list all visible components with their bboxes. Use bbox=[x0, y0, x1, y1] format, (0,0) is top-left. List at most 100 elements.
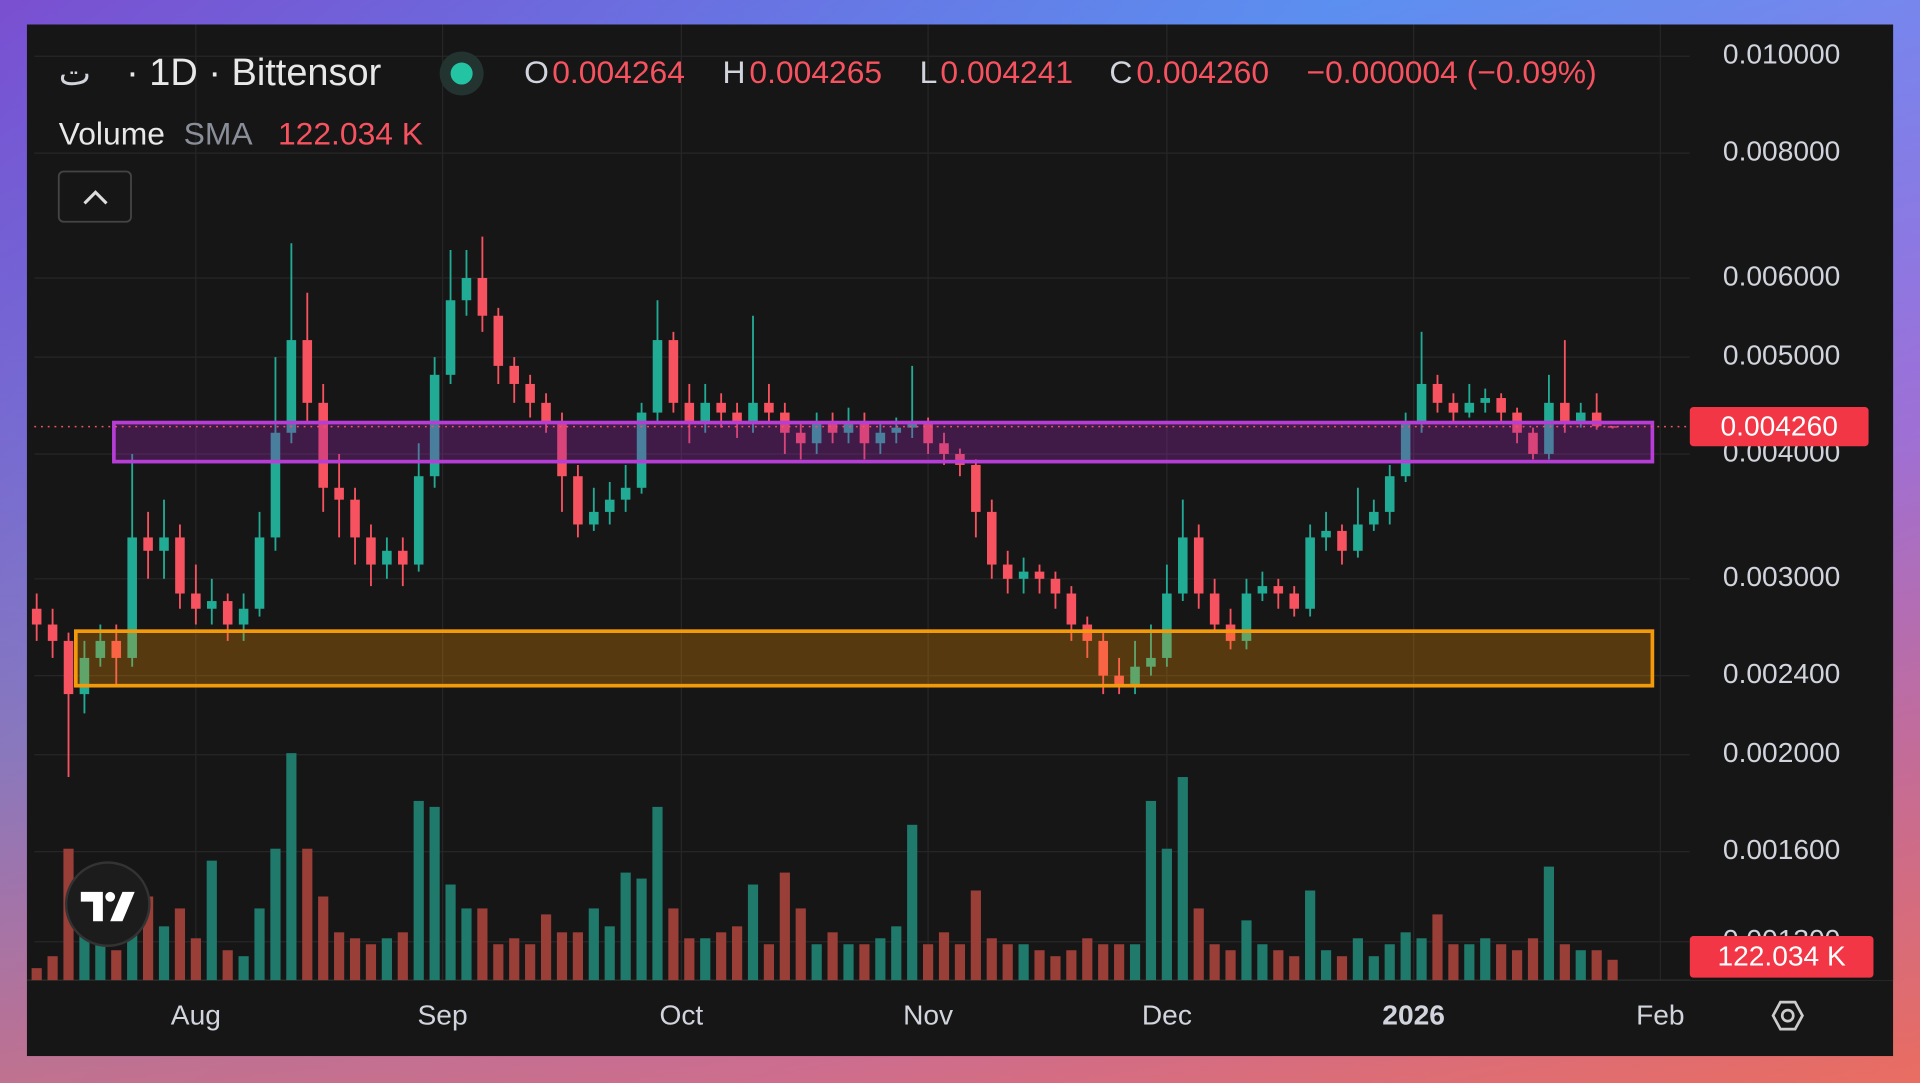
price-axis-bg bbox=[1689, 24, 1894, 981]
settings-hole[interactable] bbox=[1780, 1008, 1795, 1023]
candle-body bbox=[1273, 586, 1284, 594]
volume-bar bbox=[222, 950, 233, 981]
volume-bar bbox=[652, 806, 663, 981]
candle-body bbox=[286, 340, 297, 433]
volume-bar bbox=[1400, 932, 1411, 981]
volume-bar bbox=[1257, 944, 1268, 981]
volume-bar bbox=[891, 926, 902, 981]
x-tick-label: Sep bbox=[418, 998, 468, 1030]
candle-body bbox=[923, 422, 933, 444]
volume-bar bbox=[206, 860, 217, 981]
volume-bar bbox=[1050, 956, 1061, 981]
volume-bar bbox=[1209, 944, 1220, 981]
volume-bar bbox=[318, 896, 329, 981]
candle-body bbox=[207, 601, 217, 609]
volume-bar bbox=[700, 938, 711, 981]
volume-bar bbox=[1336, 956, 1348, 981]
volume-bar bbox=[1575, 950, 1586, 981]
tradingview-logo[interactable] bbox=[64, 861, 151, 948]
volume-bar bbox=[1066, 950, 1077, 981]
y-tick-label: 0.002000 bbox=[1723, 736, 1840, 768]
candle-body bbox=[795, 432, 806, 444]
candle-body bbox=[907, 422, 917, 428]
candle-body bbox=[1130, 666, 1140, 685]
ohlc-key: O bbox=[524, 54, 549, 90]
candle-body bbox=[1369, 511, 1379, 525]
candle-body bbox=[238, 608, 249, 625]
candle-body bbox=[143, 537, 153, 551]
candle-body bbox=[1432, 383, 1443, 403]
candle-body bbox=[589, 511, 599, 525]
volume-bar bbox=[811, 944, 822, 981]
volume-bar bbox=[668, 908, 679, 981]
volume-bar bbox=[1145, 800, 1157, 981]
volume-bar bbox=[1543, 866, 1555, 981]
volume-bar bbox=[1352, 938, 1363, 981]
volume-bar bbox=[604, 926, 615, 981]
volume-bar bbox=[540, 914, 552, 981]
volume-bar bbox=[1480, 938, 1491, 981]
volume-bar bbox=[1511, 950, 1523, 981]
volume-bar bbox=[938, 932, 950, 981]
candle-body bbox=[1400, 422, 1411, 477]
volume-bar bbox=[843, 944, 854, 981]
settings-hexagon[interactable] bbox=[1771, 1000, 1804, 1031]
settings-button[interactable] bbox=[1771, 1000, 1804, 1031]
volume-bar bbox=[334, 932, 345, 981]
volume-bar bbox=[1591, 950, 1602, 981]
candle-body bbox=[636, 412, 647, 488]
candle-body bbox=[971, 464, 981, 512]
volume-bar bbox=[238, 956, 249, 981]
volume-bar bbox=[795, 908, 806, 981]
volume-bar bbox=[525, 944, 536, 981]
volume-bar bbox=[1273, 950, 1284, 981]
candle-body bbox=[191, 593, 201, 609]
volume-bar bbox=[95, 944, 106, 981]
volume-bar bbox=[1496, 944, 1507, 981]
volume-bar bbox=[1193, 908, 1204, 981]
candle-body bbox=[700, 402, 711, 423]
candle-body bbox=[95, 640, 106, 658]
logo-circle[interactable] bbox=[64, 861, 151, 948]
candle-body bbox=[1034, 571, 1045, 579]
candle-body bbox=[1528, 432, 1538, 454]
candle-body bbox=[557, 422, 567, 477]
logo-dot[interactable] bbox=[105, 891, 116, 902]
price-zone bbox=[112, 420, 1655, 464]
volume-bar bbox=[254, 908, 265, 981]
collapse-chevron[interactable] bbox=[83, 190, 108, 205]
candle-body bbox=[764, 402, 774, 413]
candle-body bbox=[843, 422, 854, 433]
volume-title: Volume bbox=[59, 115, 165, 151]
x-tick-label: Feb bbox=[1636, 998, 1685, 1030]
volume-bar bbox=[1082, 938, 1093, 981]
candle-body bbox=[811, 422, 822, 444]
plot-area: Aug Sep Oct Nov Dec 2026 Feb 0.010000 0.008000 0.… bbox=[26, 24, 1894, 1030]
symbol-title: · 1D · Bittensor bbox=[126, 52, 381, 94]
volume-bar bbox=[111, 950, 122, 981]
candle-body bbox=[939, 443, 949, 454]
volume-bar bbox=[143, 896, 154, 981]
volume-bar bbox=[1241, 920, 1252, 981]
y-tick-label: 0.010000 bbox=[1723, 38, 1840, 70]
volume-bar bbox=[1289, 956, 1300, 981]
volume-bar bbox=[1098, 944, 1109, 981]
volume-bar bbox=[1464, 944, 1475, 981]
collapse-button-frame[interactable] bbox=[57, 170, 132, 223]
candle-body bbox=[525, 383, 535, 403]
candle-body bbox=[334, 487, 344, 500]
volume-bar bbox=[1320, 950, 1332, 981]
collapse-button[interactable] bbox=[57, 170, 132, 223]
volume-bar bbox=[716, 932, 727, 981]
volume-bar bbox=[381, 938, 392, 981]
legend-overlay: ت · 1D · Bittensor O 0.004264 H 0.004265… bbox=[57, 51, 1804, 1031]
candle-body bbox=[127, 537, 137, 658]
volume-bar bbox=[763, 944, 775, 981]
candle-body bbox=[875, 432, 886, 444]
logo-mark[interactable] bbox=[80, 891, 135, 922]
x-tick-label: 2026 bbox=[1382, 998, 1445, 1030]
volume-bar bbox=[365, 944, 377, 981]
volume-bar bbox=[1161, 848, 1172, 981]
candle-body bbox=[175, 537, 185, 594]
candle-body bbox=[1544, 402, 1554, 454]
